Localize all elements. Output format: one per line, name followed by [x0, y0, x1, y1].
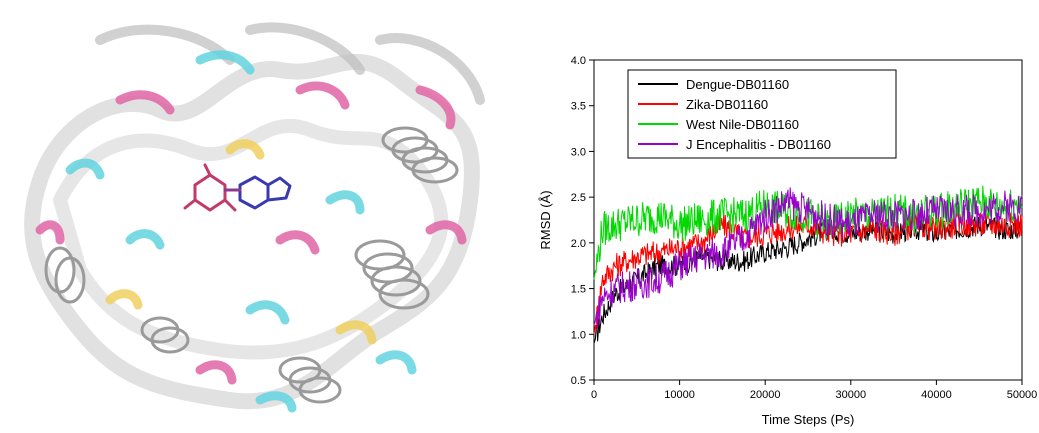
y-tick-label: 2.0: [571, 238, 586, 250]
legend-entry: West Nile-DB01160: [686, 117, 799, 132]
legend-entry: Dengue-DB01160: [686, 77, 789, 92]
series-line-1: [593, 210, 1023, 335]
y-tick-label: 3.5: [571, 101, 586, 113]
y-tick-label: 4.0: [571, 55, 586, 67]
series-line-3: [593, 187, 1023, 329]
y-tick-label: 3.0: [571, 146, 586, 158]
x-tick-label: 20000: [750, 389, 781, 401]
y-axis-label: RMSD (Å): [538, 190, 553, 249]
protein-structure-image: [0, 0, 520, 428]
x-axis: 0 10000 20000 30000 40000 50000: [591, 380, 1037, 401]
y-tick-label: 0.5: [571, 375, 586, 387]
y-tick-label: 1.0: [571, 329, 586, 341]
x-tick-label: 10000: [664, 389, 695, 401]
rmsd-chart: 0.5 1.0 1.5 2.0 2.5 3.0 3.5 4.0 0 10000 20000 3000…: [520, 0, 1039, 428]
x-axis-label: Time Steps (Ps): [762, 412, 855, 427]
series-lines: [593, 185, 1023, 344]
x-tick-label: 50000: [1007, 389, 1038, 401]
x-tick-label: 30000: [836, 389, 867, 401]
legend: Dengue-DB01160 Zika-DB01160 West Nile-DB01…: [627, 69, 897, 159]
legend-entry: J Encephalitis - DB01160: [686, 137, 831, 152]
x-tick-label: 0: [591, 389, 597, 401]
protein-ribbon-picture: [24, 22, 485, 413]
legend-entry: Zika-DB01160: [686, 97, 768, 112]
rmsd-chart-svg: 0.5 1.0 1.5 2.0 2.5 3.0 3.5 4.0 0 10000 20000 3000…: [538, 55, 1037, 427]
y-tick-label: 1.5: [571, 284, 586, 296]
y-tick-label: 2.5: [571, 192, 586, 204]
x-tick-label: 40000: [921, 389, 952, 401]
y-axis: 0.5 1.0 1.5 2.0 2.5 3.0 3.5 4.0: [571, 55, 594, 387]
